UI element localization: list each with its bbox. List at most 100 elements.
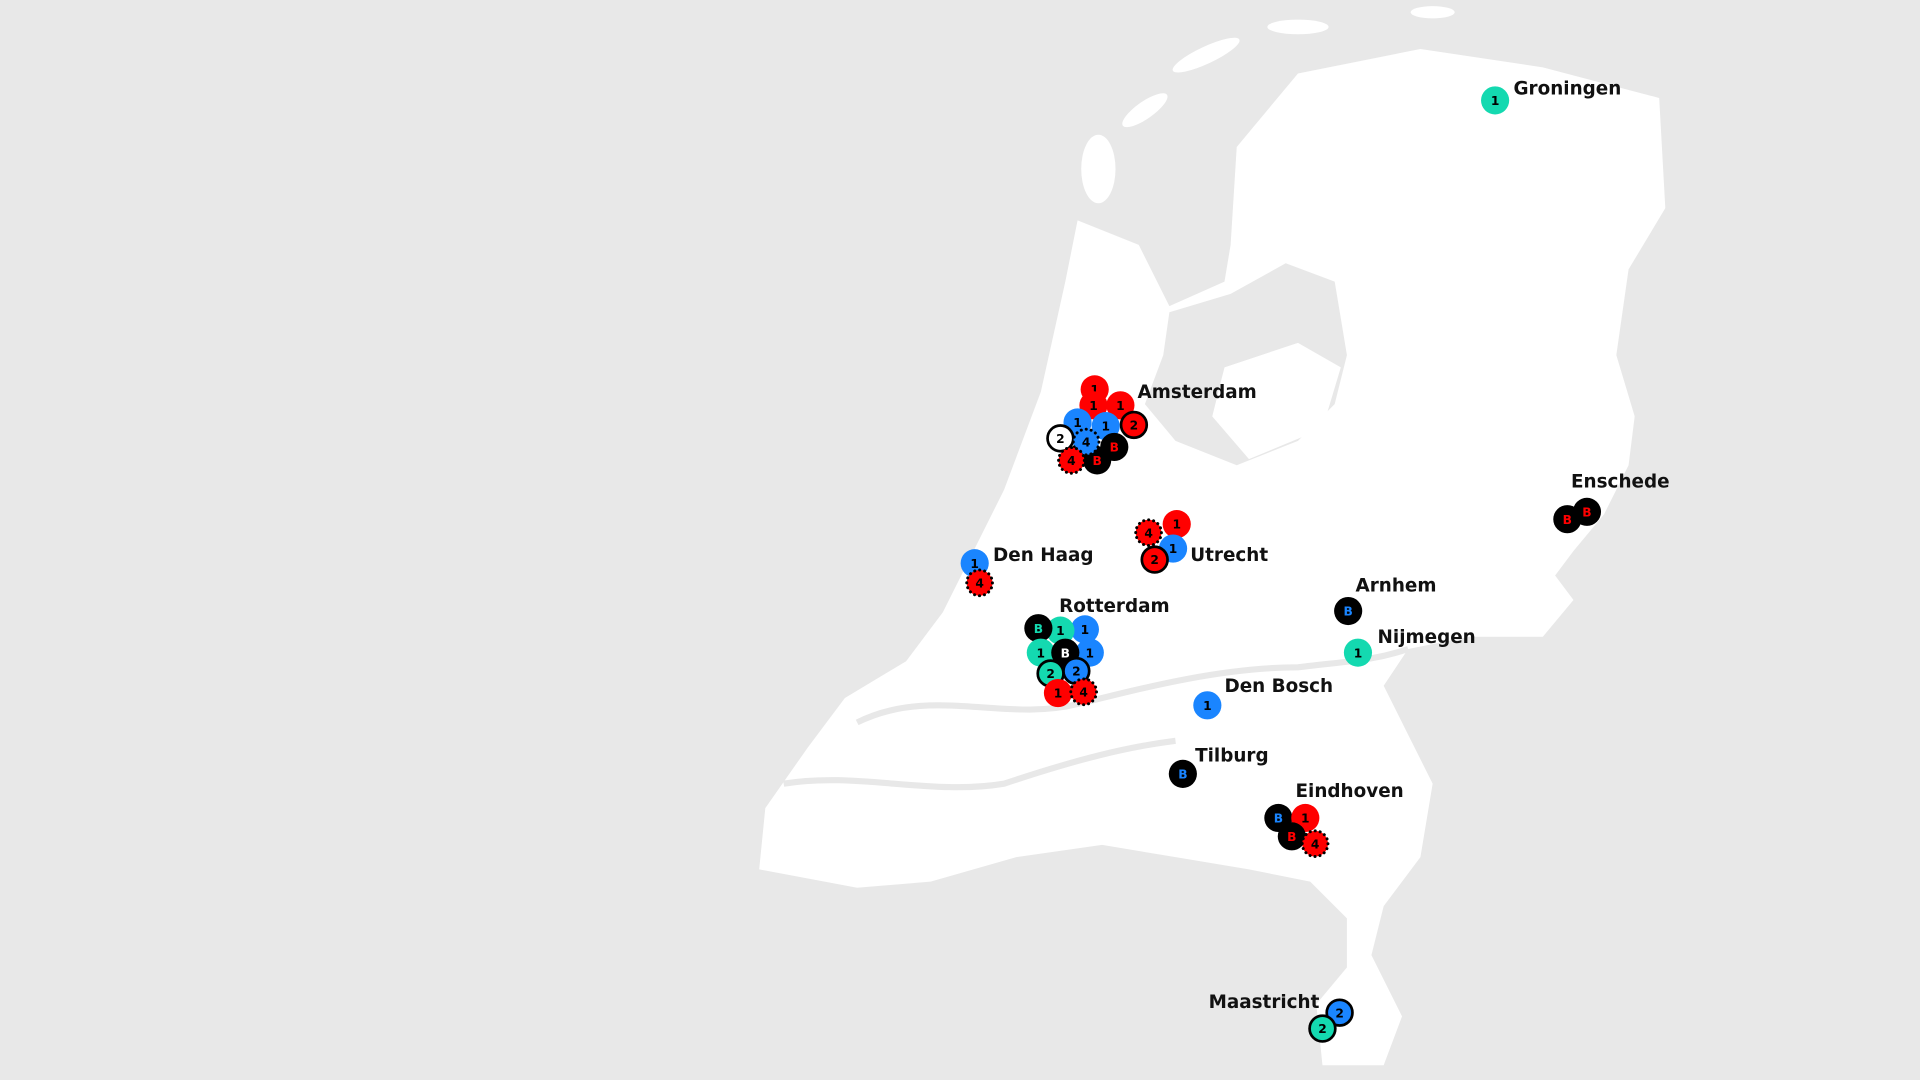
marker-label: 1 bbox=[1301, 812, 1310, 826]
city-label-den-bosch: Den Bosch bbox=[1224, 676, 1333, 697]
map-marker-arnhem[interactable]: B bbox=[1334, 596, 1363, 626]
marker-circle bbox=[1334, 596, 1363, 626]
rivers bbox=[783, 646, 1410, 791]
marker-label: 2 bbox=[1072, 665, 1081, 679]
ameland-island bbox=[1267, 19, 1329, 35]
marker-circle bbox=[1140, 545, 1169, 574]
marker-circle bbox=[1057, 446, 1086, 475]
marker-label: B bbox=[1092, 454, 1101, 468]
map-marker-enschede[interactable]: B bbox=[1572, 497, 1602, 526]
city-label-eindhoven: Eindhoven bbox=[1296, 781, 1404, 802]
map-marker-rotterdam[interactable]: 1 bbox=[1070, 615, 1099, 644]
map-marker-nijmegen[interactable]: 1 bbox=[1343, 638, 1373, 667]
marker-label: 1 bbox=[1090, 383, 1099, 397]
marker-label: 2 bbox=[1318, 1022, 1327, 1036]
marker-circle bbox=[1343, 638, 1373, 667]
marker-circle bbox=[1308, 1014, 1337, 1043]
marker-circle bbox=[1168, 759, 1197, 788]
city-label-utrecht: Utrecht bbox=[1190, 545, 1268, 566]
map-marker-rotterdam[interactable]: 1 bbox=[1043, 678, 1073, 708]
marker-label: 1 bbox=[1169, 542, 1178, 556]
vlieland-island bbox=[1122, 93, 1168, 128]
city-label-tilburg: Tilburg bbox=[1195, 746, 1269, 767]
map-marker-rotterdam[interactable]: B bbox=[1024, 614, 1053, 643]
marker-label: 4 bbox=[1067, 454, 1076, 468]
marker-circle bbox=[1024, 614, 1053, 643]
marker-circle bbox=[1046, 616, 1075, 645]
marker-label: 1 bbox=[1054, 687, 1063, 701]
city-label-groningen: Groningen bbox=[1513, 78, 1621, 99]
marker-label: 1 bbox=[1116, 399, 1125, 413]
map-marker-maastricht[interactable]: 2 bbox=[1308, 1014, 1337, 1043]
map-marker-tilburg[interactable]: B bbox=[1168, 759, 1197, 788]
city-label-den-haag: Den Haag bbox=[993, 545, 1093, 566]
marker-label: 1 bbox=[1089, 399, 1098, 413]
marker-label: 1 bbox=[1073, 416, 1082, 430]
map-marker-amsterdam[interactable]: 4 bbox=[1071, 427, 1101, 457]
texel-island bbox=[1081, 134, 1116, 204]
map-marker-amsterdam[interactable]: 4 bbox=[1057, 446, 1086, 475]
map-marker-utrecht[interactable]: 1 bbox=[1162, 510, 1191, 539]
map-marker-utrecht[interactable]: 4 bbox=[1134, 518, 1163, 547]
marker-circle bbox=[1572, 497, 1602, 526]
marker-label: 2 bbox=[1056, 432, 1065, 446]
marker-label: 1 bbox=[1172, 518, 1181, 532]
marker-label: 4 bbox=[1082, 436, 1091, 450]
marker-circle bbox=[1071, 427, 1101, 457]
map-marker-maastricht[interactable]: 2 bbox=[1325, 998, 1354, 1027]
marker-label: 2 bbox=[1046, 667, 1055, 681]
terschelling-island bbox=[1172, 37, 1240, 73]
map-marker-eindhoven[interactable]: B bbox=[1277, 822, 1306, 851]
marker-circle bbox=[1325, 998, 1354, 1027]
marker-label: 1 bbox=[1081, 623, 1090, 637]
flevoland bbox=[1212, 342, 1341, 460]
marker-circle bbox=[1481, 86, 1510, 115]
city-label-rotterdam: Rotterdam bbox=[1059, 596, 1169, 617]
map-marker-eindhoven[interactable]: 4 bbox=[1300, 829, 1330, 859]
city-label-enschede: Enschede bbox=[1571, 471, 1670, 492]
marker-circle bbox=[1070, 615, 1099, 644]
map-marker-rotterdam[interactable]: 4 bbox=[1069, 677, 1098, 707]
marker-label: B bbox=[1274, 812, 1283, 826]
marker-label: B bbox=[1178, 767, 1187, 781]
marker-circle bbox=[1277, 822, 1306, 851]
marker-label: 4 bbox=[975, 576, 984, 590]
marker-label: B bbox=[1034, 622, 1043, 636]
marker-label: 2 bbox=[1150, 553, 1159, 567]
marker-label: 1 bbox=[1101, 420, 1110, 434]
mainland bbox=[759, 48, 1666, 1066]
marker-label: 1 bbox=[1203, 699, 1212, 713]
map-marker-den-haag[interactable]: 4 bbox=[965, 568, 994, 598]
map-marker-den-bosch[interactable]: 1 bbox=[1193, 691, 1222, 720]
marker-circle bbox=[1300, 829, 1330, 859]
marker-label: 1 bbox=[1037, 646, 1046, 660]
marker-label: 2 bbox=[1130, 419, 1139, 433]
marker-label: B bbox=[1287, 830, 1296, 844]
marker-label: B bbox=[1343, 605, 1352, 619]
marker-label: 1 bbox=[1056, 624, 1065, 638]
marker-label: 4 bbox=[1079, 685, 1088, 699]
marker-label: 1 bbox=[1354, 646, 1363, 660]
marker-label: 1 bbox=[1491, 94, 1500, 108]
marker-label: 1 bbox=[1086, 646, 1095, 660]
map-marker-groningen[interactable]: 1 bbox=[1481, 86, 1510, 115]
city-label-maastricht: Maastricht bbox=[1209, 992, 1320, 1013]
map-marker-utrecht[interactable]: 2 bbox=[1140, 545, 1169, 574]
map-marker-rotterdam[interactable]: 1 bbox=[1046, 616, 1075, 645]
marker-label: 4 bbox=[1311, 837, 1320, 851]
marker-circle bbox=[1193, 691, 1222, 720]
marker-circle bbox=[1119, 410, 1149, 440]
marker-label: B bbox=[1061, 646, 1070, 660]
map-marker-amsterdam[interactable]: 2 bbox=[1046, 424, 1075, 453]
city-label-arnhem: Arnhem bbox=[1356, 575, 1437, 596]
marker-label: 2 bbox=[1335, 1006, 1344, 1020]
city-label-amsterdam: Amsterdam bbox=[1138, 382, 1257, 403]
land bbox=[759, 6, 1666, 1066]
marker-label: B bbox=[1582, 505, 1591, 519]
marker-label: 4 bbox=[1144, 526, 1153, 540]
map-marker-amsterdam[interactable]: 2 bbox=[1119, 410, 1149, 440]
marker-label: B bbox=[1110, 441, 1119, 455]
marker-label: 1 bbox=[970, 557, 979, 571]
marker-circle bbox=[1134, 518, 1163, 547]
